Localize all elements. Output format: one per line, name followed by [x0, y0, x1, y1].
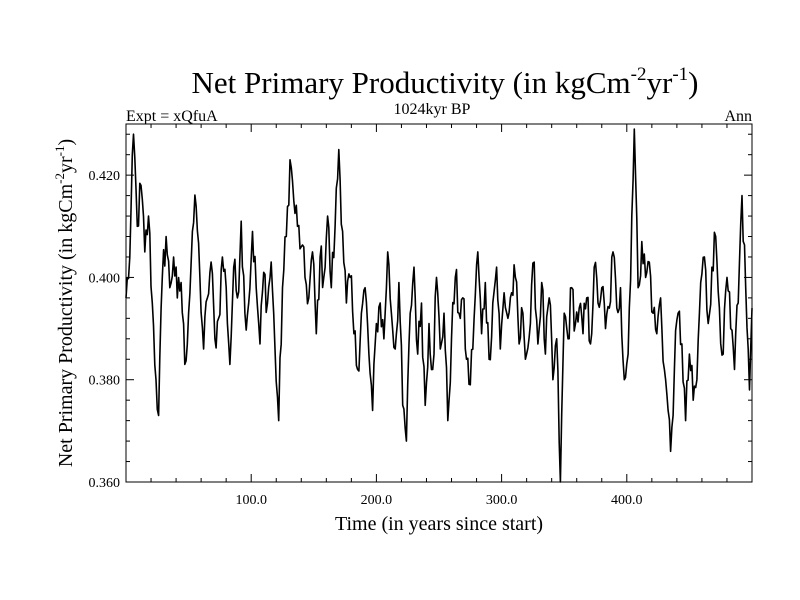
- title-sup-1: -2: [631, 64, 647, 85]
- y-axis-label: Net Primary Productivity (in kgCm-2yr-1): [52, 139, 77, 467]
- axis-ticks: [126, 124, 752, 483]
- ylabel-end: ): [55, 139, 77, 146]
- npp-series-line: [125, 128, 753, 483]
- ylabel-sup-2: -1: [52, 146, 67, 157]
- ylabel-sup-1: -2: [52, 173, 67, 184]
- y-tick-label: 0.400: [89, 271, 121, 286]
- title-text: Net Primary Productivity (in kgCm: [192, 65, 631, 100]
- title-mid: yr: [646, 65, 673, 100]
- subtitle-left: Expt = xQfuA: [126, 108, 218, 125]
- ylabel-mid: yr: [55, 156, 77, 173]
- y-tick-label: 0.380: [89, 374, 121, 389]
- axis-tick-labels: 100.0 200.0 300.0 400.0 0.360 0.380 0.400 0.420: [89, 169, 643, 508]
- subtitle-center: 1024kyr BP: [394, 101, 471, 118]
- x-tick-label: 400.0: [611, 493, 643, 508]
- chart-title: Net Primary Productivity (in kgCm-2yr-1): [192, 64, 699, 100]
- title-sup-2: -1: [672, 64, 688, 85]
- title-end: ): [688, 65, 698, 100]
- x-tick-label: 300.0: [486, 493, 518, 508]
- x-tick-label: 200.0: [361, 493, 393, 508]
- x-axis-label: Time (in years since start): [335, 513, 543, 535]
- subtitle-right: Ann: [724, 108, 752, 125]
- x-tick-label: 100.0: [235, 493, 267, 508]
- plot-area: [125, 123, 753, 483]
- ylabel-text: Net Primary Productivity (in kgCm: [55, 183, 77, 467]
- y-tick-label: 0.420: [89, 169, 121, 184]
- y-tick-label: 0.360: [89, 476, 121, 491]
